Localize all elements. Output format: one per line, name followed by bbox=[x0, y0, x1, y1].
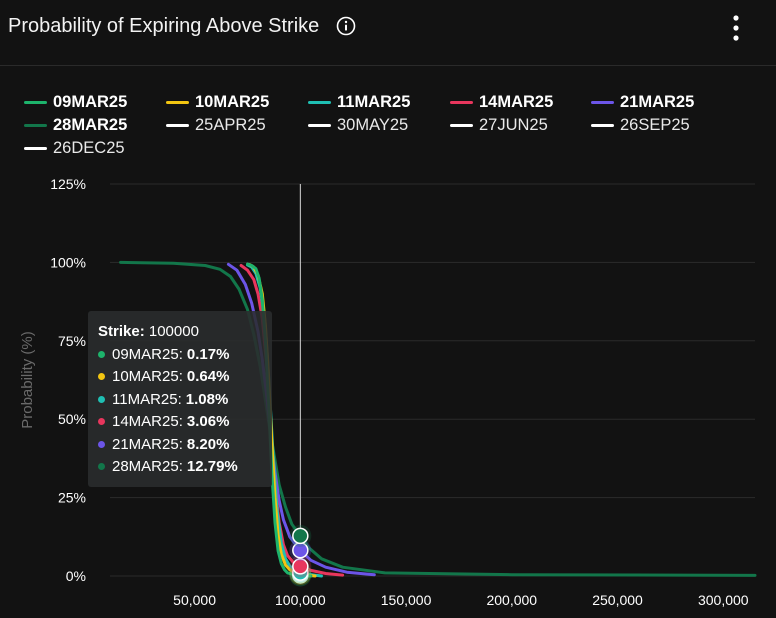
x-tick-label: 200,000 bbox=[486, 592, 537, 608]
tooltip-dot bbox=[98, 440, 105, 448]
legend-item[interactable]: 09MAR25 bbox=[24, 92, 127, 112]
chart-tooltip: Strike: 100000 09MAR25: 0.17% 10MAR25: 0.64… bbox=[88, 311, 272, 487]
y-tick-label: 125% bbox=[50, 176, 86, 192]
y-tick-label: 0% bbox=[66, 568, 86, 584]
legend-item[interactable]: 11MAR25 bbox=[308, 92, 410, 112]
tooltip-dot bbox=[98, 395, 105, 403]
tooltip-value: 8.20% bbox=[186, 435, 230, 453]
tooltip-row: 28MAR25: 12.79% bbox=[98, 457, 238, 477]
y-tick-label: 50% bbox=[58, 411, 86, 427]
tooltip-row: 21MAR25: 8.20% bbox=[98, 434, 229, 454]
tooltip-series-name: 28MAR25: bbox=[112, 458, 183, 475]
hover-marker bbox=[292, 527, 309, 545]
legend-swatch bbox=[24, 123, 47, 127]
legend-swatch bbox=[450, 100, 473, 104]
tooltip-dot bbox=[98, 373, 105, 380]
legend-label: 27JUN25 bbox=[479, 115, 548, 134]
legend-swatch bbox=[308, 123, 331, 127]
legend-label: 10MAR25 bbox=[195, 92, 270, 111]
x-tick-label: 300,000 bbox=[698, 592, 749, 608]
tooltip-row: 09MAR25: 0.17% bbox=[98, 344, 229, 364]
legend-label: 26DEC25 bbox=[53, 138, 125, 157]
chart-header: Probability of Expiring Above Strike bbox=[0, 0, 776, 66]
tooltip-value: 3.06% bbox=[186, 413, 230, 430]
legend-label: 25APR25 bbox=[195, 115, 266, 134]
tooltip-dot bbox=[98, 463, 105, 470]
kebab-menu-icon[interactable] bbox=[724, 12, 748, 44]
tooltip-row: 14MAR25: 3.06% bbox=[98, 412, 229, 432]
tooltip-series-name: 21MAR25: bbox=[112, 435, 183, 453]
legend-item[interactable]: 14MAR25 bbox=[450, 92, 553, 112]
tooltip-row: 11MAR25: 1.08% bbox=[98, 389, 228, 409]
x-tick-label: 250,000 bbox=[592, 592, 643, 608]
x-tick-label: 150,000 bbox=[381, 592, 432, 608]
legend-swatch bbox=[166, 100, 189, 104]
tooltip-dot bbox=[98, 418, 105, 425]
info-icon[interactable] bbox=[336, 16, 356, 36]
tooltip-value: 0.17% bbox=[186, 345, 230, 363]
x-tick-label: 100,000 bbox=[275, 592, 326, 608]
chart-title: Probability of Expiring Above Strike bbox=[8, 15, 320, 37]
legend-label: 09MAR25 bbox=[53, 92, 128, 111]
legend-label: 11MAR25 bbox=[337, 92, 411, 111]
x-tick-label: 50,000 bbox=[173, 592, 216, 608]
tooltip-strike: Strike: 100000 bbox=[98, 323, 199, 340]
tooltip-dot bbox=[98, 350, 105, 358]
y-tick-label: 75% bbox=[58, 333, 86, 349]
legend-label: 30MAY25 bbox=[337, 115, 409, 134]
legend-label: 14MAR25 bbox=[479, 92, 554, 111]
hover-marker bbox=[292, 558, 309, 575]
y-tick-label: 100% bbox=[50, 254, 86, 270]
legend-item[interactable]: 26SEP25 bbox=[591, 115, 690, 135]
tooltip-series-name: 11MAR25: bbox=[112, 390, 182, 408]
legend-swatch bbox=[308, 100, 331, 104]
legend-item[interactable]: 30MAY25 bbox=[308, 115, 408, 135]
legend-item[interactable]: 26DEC25 bbox=[24, 138, 125, 158]
legend-swatch bbox=[166, 123, 189, 127]
legend-swatch bbox=[24, 146, 47, 150]
legend-item[interactable]: 27JUN25 bbox=[450, 115, 548, 135]
legend-swatch bbox=[591, 123, 614, 127]
legend-item[interactable]: 25APR25 bbox=[166, 115, 266, 135]
legend-item[interactable]: 21MAR25 bbox=[591, 92, 694, 112]
tooltip-value: 1.08% bbox=[185, 390, 229, 408]
legend-swatch bbox=[591, 100, 614, 104]
tooltip-series-name: 14MAR25: bbox=[112, 413, 183, 430]
tooltip-series-name: 10MAR25: bbox=[112, 368, 183, 385]
tooltip-series-name: 09MAR25: bbox=[112, 345, 183, 363]
tooltip-value: 12.79% bbox=[186, 458, 238, 475]
y-tick-label: 25% bbox=[58, 490, 86, 506]
legend-item[interactable]: 10MAR25 bbox=[166, 92, 269, 112]
legend-label: 21MAR25 bbox=[620, 92, 695, 111]
legend-swatch bbox=[24, 100, 47, 104]
legend-label: 26SEP25 bbox=[620, 115, 690, 134]
tooltip-row: 10MAR25: 0.64% bbox=[98, 367, 229, 387]
tooltip-value: 0.64% bbox=[186, 368, 230, 385]
legend-label: 28MAR25 bbox=[53, 115, 128, 134]
legend-swatch bbox=[450, 123, 473, 127]
y-axis-label: Probability (%) bbox=[19, 331, 36, 429]
legend-item[interactable]: 28MAR25 bbox=[24, 115, 127, 135]
